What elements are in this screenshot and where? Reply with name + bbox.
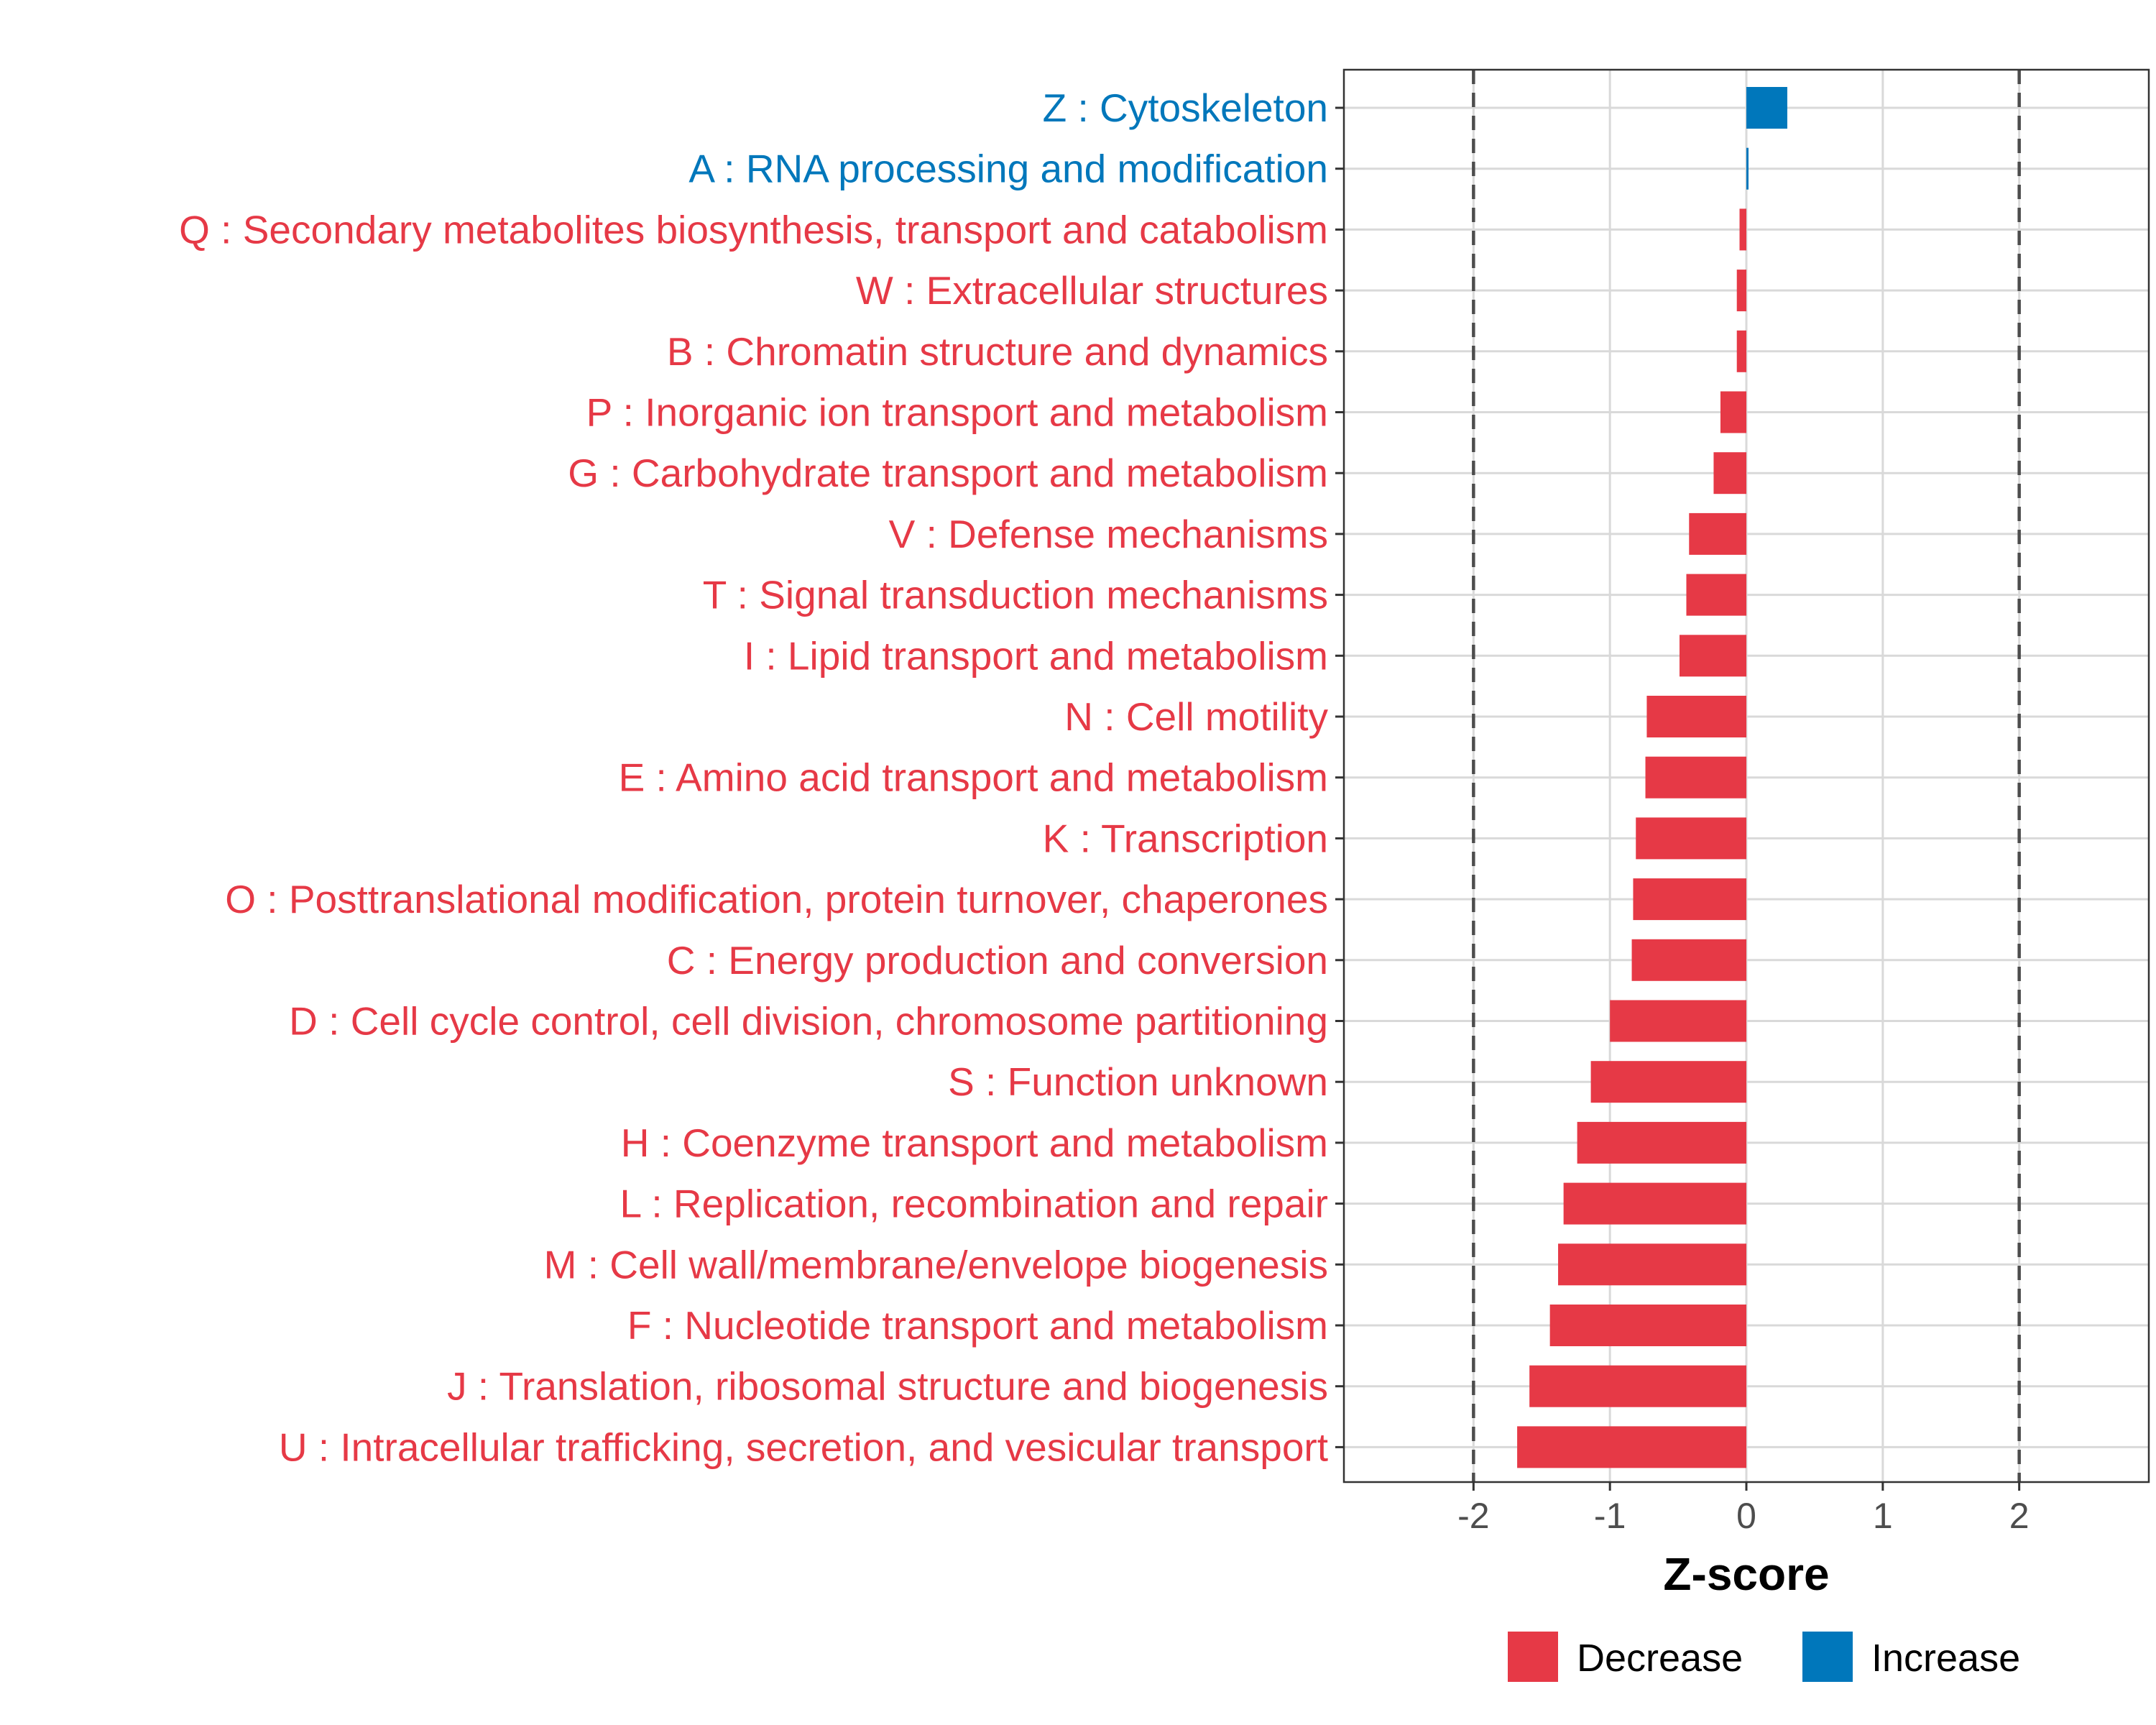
category-label-3: W : Extracellular structures	[856, 268, 1328, 313]
bar-10	[1646, 696, 1746, 737]
bar-5	[1720, 391, 1746, 433]
bar-6	[1713, 452, 1746, 494]
category-label-14: C : Energy production and conversion	[667, 938, 1328, 983]
x-tick-label-2: 0	[1736, 1496, 1756, 1536]
category-labels: Z : Cytoskeleton A : RNA processing and m…	[179, 86, 1328, 1469]
bar-0	[1746, 87, 1787, 129]
bar-8	[1686, 574, 1746, 616]
category-label-16: S : Function unknown	[948, 1059, 1328, 1104]
legend-swatch-decrease	[1508, 1632, 1558, 1682]
category-label-17: H : Coenzyme transport and metabolism	[621, 1121, 1328, 1165]
bar-9	[1679, 635, 1746, 677]
category-label-2: Q : Secondary metabolites biosynthesis, …	[179, 207, 1328, 252]
category-label-15: D : Cell cycle control, cell division, c…	[289, 999, 1328, 1044]
bar-13	[1633, 878, 1746, 921]
category-label-1: A : RNA processing and modification	[688, 147, 1328, 191]
bar-7	[1689, 512, 1746, 555]
reference-lines	[1472, 70, 2021, 1482]
category-label-4: B : Chromatin structure and dynamics	[667, 329, 1328, 374]
bar-17	[1577, 1121, 1746, 1164]
bar-3	[1736, 270, 1746, 312]
bar-4	[1736, 330, 1746, 372]
y-axis-ticks	[1335, 106, 1344, 1448]
category-label-18: L : Replication, recombination and repai…	[620, 1182, 1328, 1226]
legend-label-decrease: Decrease	[1577, 1637, 1743, 1680]
legend: Decrease Increase	[1508, 1632, 2020, 1682]
bar-15	[1610, 1000, 1746, 1042]
category-label-7: V : Defense mechanisms	[889, 512, 1328, 556]
x-axis-ticks	[1472, 1482, 2021, 1491]
bar-16	[1590, 1061, 1746, 1103]
bar-19	[1558, 1243, 1746, 1286]
category-label-9: I : Lipid transport and metabolism	[744, 633, 1328, 678]
category-label-5: P : Inorganic ion transport and metaboli…	[586, 390, 1328, 435]
bar-20	[1549, 1305, 1746, 1346]
category-label-11: E : Amino acid transport and metabolism	[619, 755, 1328, 800]
bar-11	[1645, 756, 1746, 799]
category-label-21: J : Translation, ribosomal structure and…	[447, 1364, 1328, 1409]
legend-swatch-increase	[1802, 1632, 1853, 1682]
category-label-0: Z : Cytoskeleton	[1043, 86, 1328, 130]
bars	[1517, 87, 1787, 1468]
category-label-20: F : Nucleotide transport and metabolism	[627, 1303, 1328, 1348]
x-tick-label-1: -1	[1594, 1496, 1626, 1536]
bar-12	[1636, 817, 1746, 860]
x-tick-labels: -2 -1 0 1 2	[1457, 1496, 2029, 1536]
legend-label-increase: Increase	[1871, 1637, 2020, 1680]
bar-18	[1563, 1182, 1746, 1225]
category-label-6: G : Carbohydrate transport and metabolis…	[568, 451, 1328, 495]
bar-1	[1746, 147, 1749, 190]
category-label-12: K : Transcription	[1043, 816, 1328, 860]
category-label-22: U : Intracellular trafficking, secretion…	[279, 1425, 1328, 1469]
x-tick-label-3: 1	[1873, 1496, 1893, 1536]
x-axis-title: Z-score	[1663, 1548, 1829, 1600]
x-tick-label-4: 2	[2009, 1496, 2030, 1536]
bar-21	[1529, 1365, 1746, 1407]
category-label-19: M : Cell wall/membrane/envelope biogenes…	[544, 1242, 1328, 1287]
bar-2	[1739, 208, 1746, 251]
category-label-8: T : Signal transduction mechanisms	[703, 573, 1328, 617]
bar-14	[1631, 939, 1746, 981]
category-label-13: O : Posttranslational modification, prot…	[225, 877, 1328, 921]
category-label-10: N : Cell motility	[1064, 694, 1328, 739]
x-tick-label-0: -2	[1457, 1496, 1489, 1536]
bar-22	[1517, 1426, 1746, 1468]
